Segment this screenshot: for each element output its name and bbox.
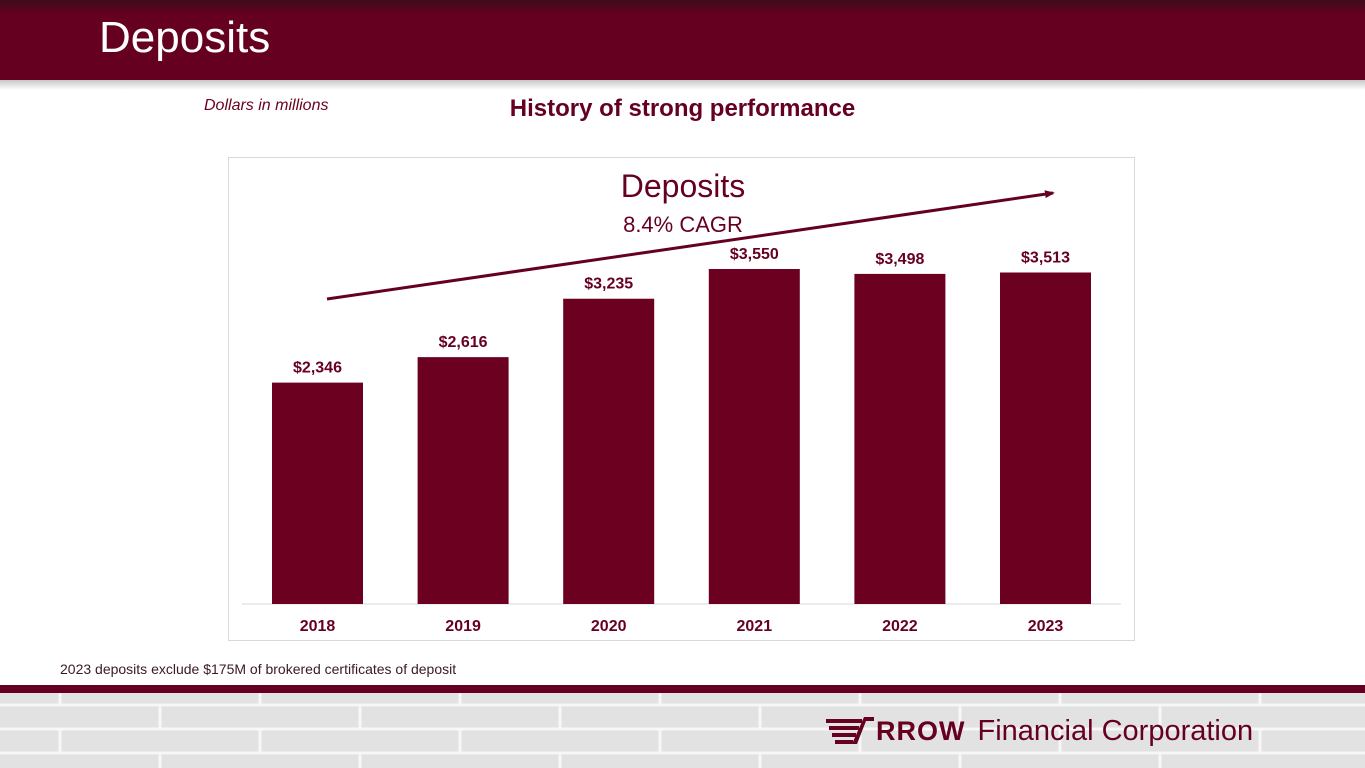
cagr-trend-arrow — [326, 190, 1055, 301]
x-tick-label-2021: 2021 — [737, 618, 773, 635]
data-label-2022: $3,498 — [875, 251, 924, 268]
page-title: Deposits — [99, 13, 271, 62]
chart-title: Deposits — [621, 168, 746, 204]
arrow-logo-mark-icon — [826, 717, 874, 744]
bar-2021 — [708, 269, 800, 604]
deposits-bar-chart: Deposits 8.4% CAGR $2,346 2018 $2,616 2019 $… — [242, 168, 1121, 635]
x-tick-label-2019: 2019 — [445, 618, 481, 635]
title-bar-shadow — [0, 80, 1365, 90]
x-tick-label-2023: 2023 — [1028, 618, 1064, 635]
footer-band — [0, 685, 1365, 768]
bar-2018 — [272, 382, 363, 604]
x-tick-label-2018: 2018 — [300, 618, 336, 635]
title-bar — [0, 0, 1365, 80]
footnote: 2023 deposits exclude $175M of brokered … — [60, 661, 457, 677]
bar-2019 — [417, 357, 509, 604]
data-label-2020: $3,235 — [584, 276, 633, 293]
units-note: Dollars in millions — [204, 97, 329, 114]
logo-brand-text: RROW — [876, 715, 966, 746]
bar-2023 — [1000, 272, 1091, 604]
footer-accent-stripe — [0, 685, 1365, 693]
bar-2020 — [563, 298, 655, 604]
bar-2022 — [854, 273, 946, 604]
x-tick-label-2020: 2020 — [591, 618, 627, 635]
logo-company-text: Financial Corporation — [977, 714, 1254, 747]
data-label-2019: $2,616 — [439, 334, 488, 351]
chart-frame — [228, 157, 1135, 641]
company-logo: RROW Financial Corporation — [826, 712, 1253, 750]
brick-wall-texture — [0, 693, 1365, 768]
x-tick-label-2022: 2022 — [882, 618, 918, 635]
data-label-2021: $3,550 — [730, 246, 779, 263]
data-label-2023: $3,513 — [1021, 249, 1070, 266]
data-label-2018: $2,346 — [293, 360, 342, 377]
chart-subtitle: 8.4% CAGR — [623, 212, 743, 237]
headline: History of strong performance — [509, 95, 856, 122]
